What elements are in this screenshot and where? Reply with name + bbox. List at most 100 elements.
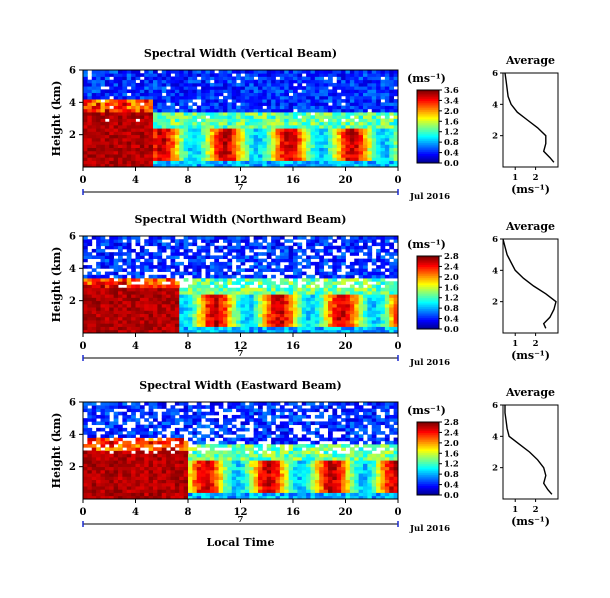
heatmap-cell [139, 163, 145, 168]
heatmap-cell [214, 294, 220, 298]
heatmap-cell [293, 297, 298, 302]
heatmap-cell [196, 405, 202, 409]
heatmap-cell [188, 89, 193, 94]
heatmap-cell [139, 473, 145, 477]
heatmap-cell [376, 303, 381, 308]
heatmap-cell [258, 160, 263, 165]
heatmap-cell [109, 473, 115, 477]
heatmap-cell [188, 329, 193, 334]
heatmap-cell [358, 99, 364, 103]
heatmap-cell [170, 418, 176, 422]
heatmap-cell [297, 163, 303, 168]
heatmap-cell [279, 326, 285, 331]
heatmap-cell [227, 303, 233, 308]
heatmap-cell [157, 108, 163, 113]
heatmap-cell [371, 141, 377, 145]
heatmap-cell [218, 450, 224, 455]
heatmap-cell [214, 329, 220, 334]
heatmap-cell [96, 460, 101, 464]
heatmap-cell [275, 265, 281, 269]
heatmap-cell [214, 271, 220, 276]
heatmap-cell [126, 323, 132, 327]
heatmap-cell [104, 79, 110, 84]
heatmap-cell [275, 245, 281, 250]
heatmap-cell [319, 147, 325, 152]
heatmap-cell [223, 486, 228, 490]
heatmap-cell [218, 144, 224, 148]
heatmap-cell [293, 278, 298, 282]
heatmap-cell [363, 329, 368, 334]
heatmap-cell [358, 150, 364, 155]
heatmap-cell [201, 108, 206, 113]
heatmap-cell [113, 456, 119, 461]
heatmap-cell [113, 450, 119, 455]
heatmap-cell [109, 118, 115, 123]
heatmap-cell [153, 307, 158, 311]
heatmap-cell [249, 115, 255, 119]
heatmap-cell [113, 287, 119, 292]
heatmap-cell [367, 95, 373, 100]
heatmap-cell [231, 469, 237, 474]
heatmap-cell [209, 313, 215, 318]
heatmap-cell [345, 79, 351, 84]
heatmap-cell [376, 70, 381, 74]
heatmap-cell [218, 121, 224, 126]
heatmap-cell [275, 144, 281, 148]
heatmap-cell [153, 265, 158, 269]
heatmap-cell [153, 131, 158, 136]
heatmap-cell [91, 154, 97, 158]
heatmap-cell [393, 79, 399, 84]
heatmap-cell [131, 460, 136, 464]
heatmap-cell [380, 102, 386, 106]
heatmap-cell [253, 313, 259, 318]
heatmap-cell [284, 316, 290, 321]
heatmap-cell [384, 326, 390, 331]
heatmap-cell [91, 134, 97, 139]
heatmap-cell [328, 300, 333, 305]
heatmap-cell [166, 287, 171, 292]
heatmap-cell [328, 265, 333, 269]
heatmap-cell [236, 157, 241, 161]
heatmap-cell [258, 124, 263, 129]
heatmap-cell [275, 329, 281, 334]
heatmap-cell [83, 486, 88, 490]
heatmap-cell [349, 121, 355, 126]
heatmap-cell [192, 463, 198, 468]
heatmap-cell [227, 450, 233, 455]
heatmap-cell [236, 281, 241, 285]
heatmap-cell [288, 297, 294, 302]
heatmap-cell [271, 86, 276, 90]
heatmap-cell [113, 82, 119, 87]
heatmap-cell [393, 303, 399, 308]
heatmap-cell [161, 326, 167, 331]
heatmap-cell [131, 453, 136, 458]
heatmap-cell [236, 92, 241, 97]
heatmap-cell [236, 118, 241, 123]
heatmap-cell [380, 320, 386, 324]
heatmap-cell [205, 278, 211, 282]
heatmap-cell [266, 323, 272, 327]
heatmap-cell [358, 102, 364, 106]
heatmap-cell [341, 310, 346, 314]
heatmap-cell [310, 287, 316, 292]
heatmap-cell [157, 124, 163, 129]
heatmap-cell [183, 313, 189, 318]
heatmap-cell [279, 73, 285, 77]
heatmap-cell [104, 112, 110, 116]
heatmap-cell [393, 323, 399, 327]
heatmap-cell [183, 456, 189, 461]
heatmap-cell [301, 310, 307, 314]
heatmap-cell [139, 463, 145, 468]
heatmap-cell [170, 76, 176, 81]
heatmap-cell [153, 329, 158, 334]
heatmap-cell [201, 265, 206, 269]
heatmap-cell [275, 115, 281, 119]
heatmap-cell [306, 320, 311, 324]
heatmap-cell [345, 108, 351, 113]
heatmap-cell [227, 79, 233, 84]
heatmap-cell [122, 323, 128, 327]
heatmap-cell [349, 329, 355, 334]
heatmap-cell [214, 453, 220, 458]
heatmap-cell [104, 294, 110, 298]
heatmap-cell [161, 482, 167, 487]
